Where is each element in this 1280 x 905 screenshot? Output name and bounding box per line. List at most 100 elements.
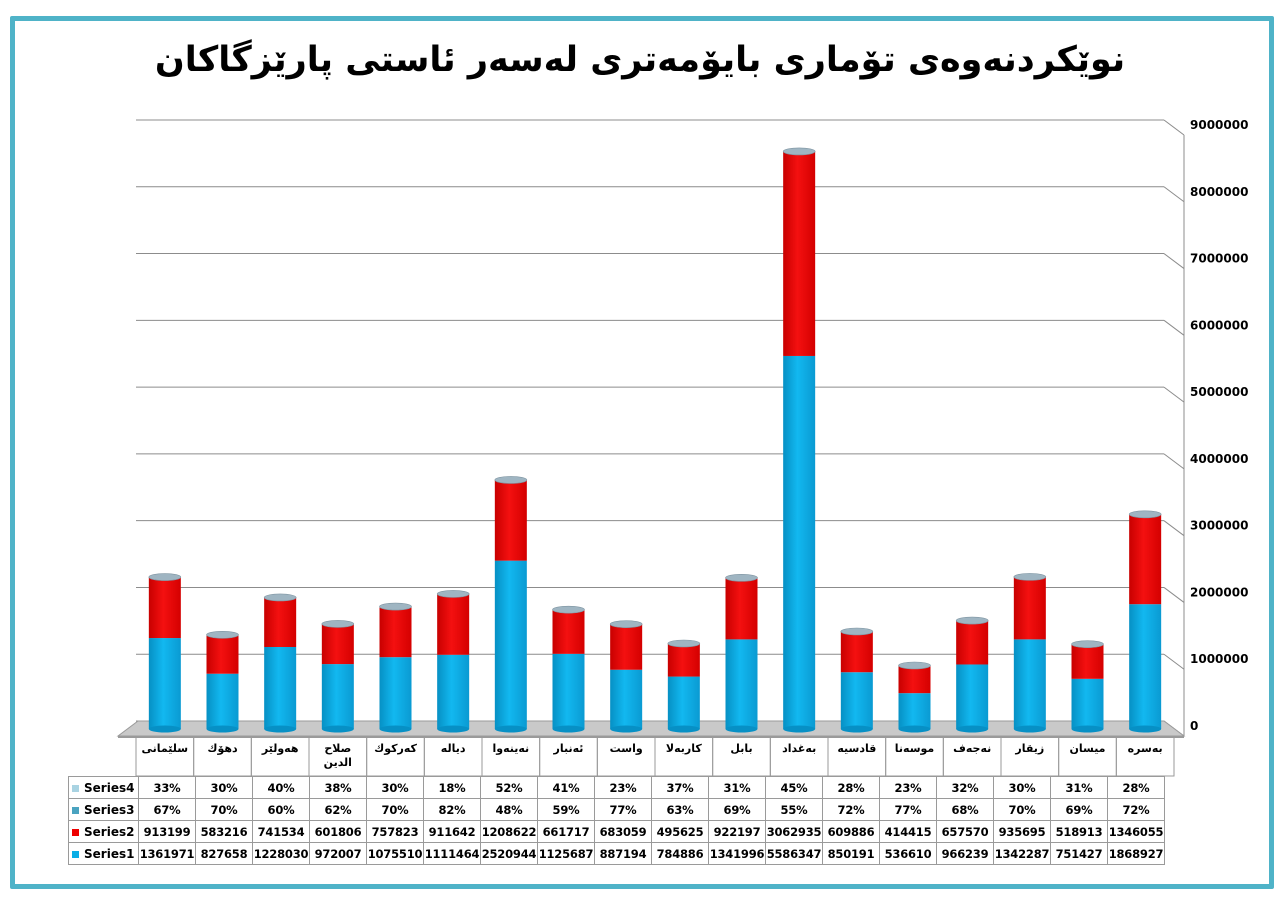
bar-series1-base: [264, 725, 297, 733]
bar-top-cap: [206, 630, 239, 639]
bar-series1: [206, 673, 239, 729]
table-cell: 45%: [765, 776, 823, 799]
bar-stack: [782, 147, 816, 733]
bar-stack: [379, 602, 412, 733]
table-cell: 48%: [480, 798, 538, 821]
table-cell: 32%: [936, 776, 994, 799]
bar-series2: [148, 577, 181, 639]
bar-top-cap: [667, 639, 701, 648]
y-tick-label: 2000000: [1190, 585, 1248, 599]
table-cell: 59%: [537, 798, 595, 821]
bar-series1: [1071, 678, 1104, 729]
y-tick-label: 8000000: [1190, 185, 1248, 199]
y-tick-label: 4000000: [1190, 452, 1248, 466]
bar-series1: [610, 669, 643, 729]
table-cell: 69%: [708, 798, 766, 821]
table-cell: 741534: [252, 820, 310, 843]
bar-series1-base: [956, 725, 989, 733]
table-cell: 77%: [594, 798, 652, 821]
bar-stack: [321, 620, 355, 733]
gridline-side: [1163, 587, 1185, 603]
category-label: بەسرە: [1128, 742, 1163, 755]
table-cell: 33%: [138, 776, 196, 799]
bar-series2: [494, 479, 527, 561]
table-cell: 601806: [309, 820, 367, 843]
bar-top-cap: [1071, 640, 1104, 648]
table-cell: 911642: [423, 820, 481, 843]
bar-top-cap: [840, 627, 874, 636]
bar-stack: [725, 574, 758, 733]
bar-series2: [783, 151, 816, 356]
legend-key: Series3: [68, 798, 139, 821]
table-cell: 1342287: [993, 842, 1051, 865]
table-cell: 30%: [993, 776, 1051, 799]
bar-series2: [379, 606, 412, 658]
bar-series2: [725, 577, 758, 640]
table-cell: 52%: [480, 776, 538, 799]
table-cell: 784886: [651, 842, 709, 865]
y-axis: 0 1000000 2000000 3000000 4000000 5000000 6000…: [1190, 118, 1248, 733]
bar-series1: [148, 638, 181, 729]
gridline-side: [1163, 319, 1185, 336]
table-cell: 18%: [423, 776, 481, 799]
bar-stack: [552, 605, 585, 733]
bar-series1-base: [552, 725, 585, 733]
bar-series1-base: [898, 725, 931, 733]
table-cell: 887194: [594, 842, 652, 865]
gridline-side: [1163, 386, 1185, 403]
table-cell: 1208622: [480, 820, 538, 843]
legend-label: Series4: [84, 780, 135, 795]
data-table: Series4 33% 30% 40% 38% 30% 18% 52% 41% 23% 37% 31%…: [68, 776, 1165, 865]
bar-series1-base: [783, 725, 816, 733]
bar-top-cap: [263, 593, 297, 602]
table-cell: 583216: [195, 820, 253, 843]
legend-swatch: [72, 828, 79, 836]
bar-series1: [379, 657, 412, 729]
category-label: نەینەوا: [492, 742, 529, 755]
bar-series1: [898, 693, 931, 729]
bar-series1-base: [321, 725, 354, 733]
table-cell: 37%: [651, 776, 709, 799]
table-cell: 657570: [936, 820, 994, 843]
bar-stack: [1071, 640, 1104, 733]
bar-stack: [263, 593, 297, 733]
bar-series1: [667, 676, 700, 729]
table-cell: 922197: [708, 820, 766, 843]
bar-series1-base: [379, 725, 412, 733]
category-label: دهۆك: [207, 742, 238, 755]
legend-swatch: [72, 806, 79, 814]
table-row-series2: Series2 913199 583216 741534 601806 757823 911…: [68, 820, 1165, 843]
table-cell: 3062935: [765, 820, 823, 843]
table-cell: 69%: [1050, 798, 1108, 821]
table-cell: 913199: [138, 820, 196, 843]
table-cell: 5586347: [765, 842, 823, 865]
y-tick-label: 7000000: [1190, 252, 1248, 266]
bar-series1: [840, 672, 873, 729]
table-cell: 609886: [822, 820, 880, 843]
category-label: موسەنا: [895, 742, 934, 755]
bar-top-cap: [321, 620, 355, 628]
category-label: کەرکوك: [374, 742, 417, 755]
chart-frame: [10, 16, 1274, 889]
table-cell: 966239: [936, 842, 994, 865]
bar-top-cap: [955, 616, 989, 625]
bar-stack: [840, 627, 874, 733]
table-cell: 972007: [309, 842, 367, 865]
legend-key: Series4: [68, 776, 139, 799]
category-label: میسان: [1069, 742, 1105, 755]
table-cell: 1868927: [1107, 842, 1165, 865]
bar-series2: [898, 665, 931, 694]
table-cell: 414415: [879, 820, 937, 843]
category-label: هەولێر: [261, 742, 299, 755]
gridline-side: [1163, 253, 1185, 269]
table-cell: 77%: [879, 798, 937, 821]
gridline-side: [1163, 453, 1185, 470]
gridlines: [136, 119, 1185, 737]
table-cell: 72%: [822, 798, 880, 821]
bar-top-cap: [379, 602, 412, 611]
bar-top-cap: [609, 620, 643, 628]
table-cell: 1075510: [366, 842, 424, 865]
bar-top-cap: [148, 573, 182, 581]
gridline-side: [1163, 653, 1185, 670]
bar-series1: [494, 560, 527, 729]
